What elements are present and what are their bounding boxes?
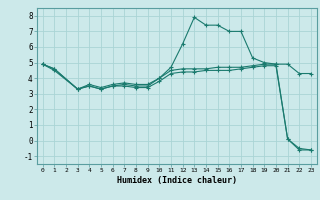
X-axis label: Humidex (Indice chaleur): Humidex (Indice chaleur)	[117, 176, 237, 185]
